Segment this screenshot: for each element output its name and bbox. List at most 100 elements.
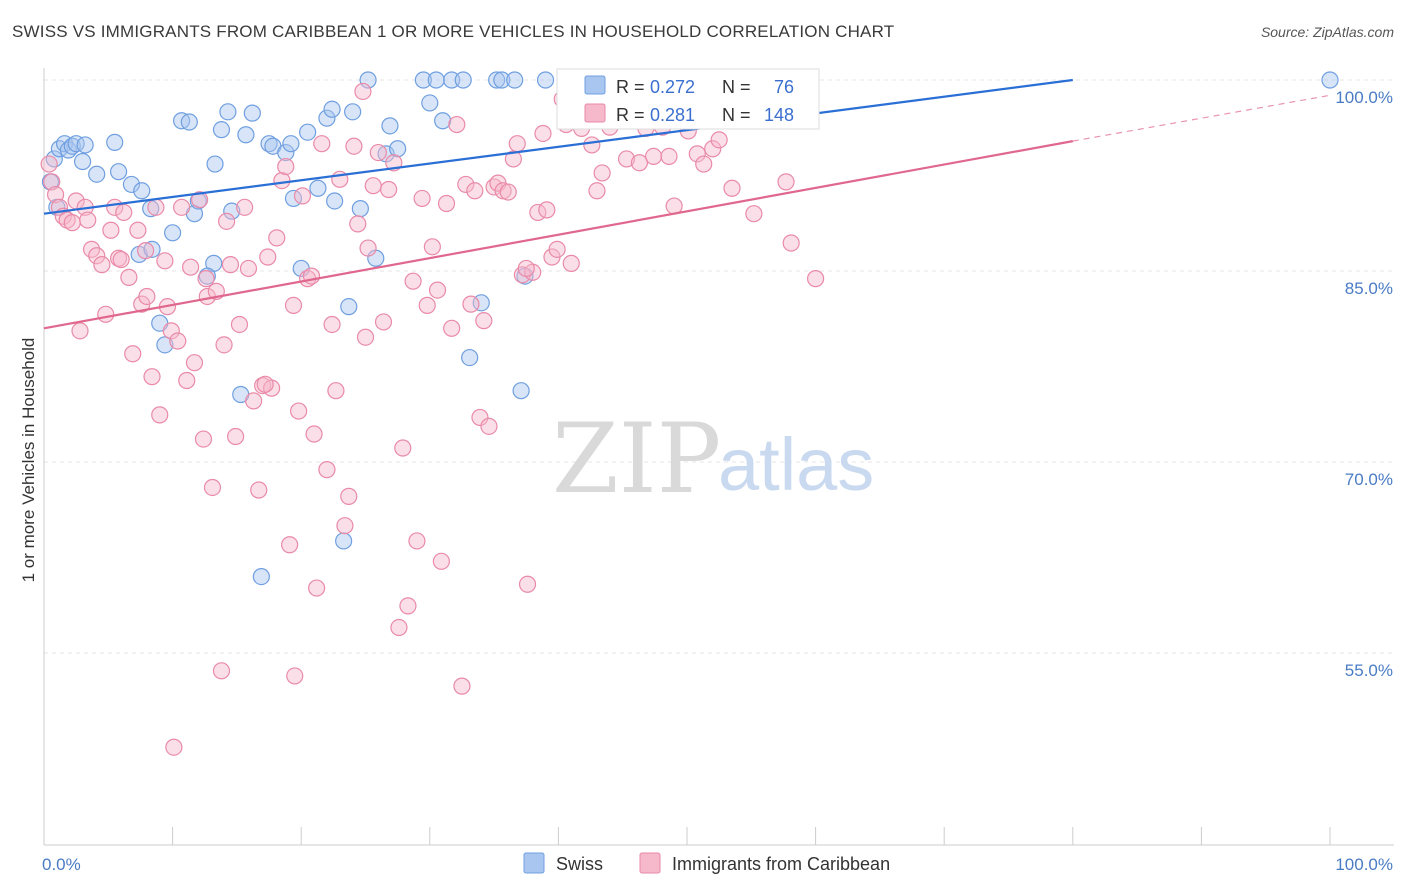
legend-n-value: 148 [764,105,794,125]
data-point [518,575,537,593]
data-point [239,259,258,278]
data-point [327,382,345,400]
data-point [434,112,452,130]
data-point [806,270,825,288]
trend-line [43,78,1073,215]
data-point [318,461,336,479]
data-point [212,121,231,139]
watermark-zip-text: ZIP [552,403,721,515]
legend: R = 0.272 N = 76 R = 0.281 N = 148 [556,68,820,130]
data-point [120,268,138,286]
legend-r-value: 0.272 [650,77,695,97]
data-point [169,332,187,350]
data-point [97,305,115,323]
data-point [710,131,728,149]
series-caribbean [40,71,825,756]
data-point [282,135,300,153]
data-point [499,183,517,201]
y-tick-label: 100.0% [1335,88,1393,107]
data-point [165,738,183,756]
data-point [432,552,450,570]
data-point [421,94,439,112]
data-point [593,164,611,182]
data-point [93,256,111,274]
data-point [345,137,363,155]
data-point [695,155,713,173]
data-point [203,478,222,497]
data-point [548,240,566,258]
legend-n-value: 76 [774,77,794,97]
data-point [88,165,106,183]
data-point [508,135,526,153]
data-point [488,71,506,89]
legend-r-label: R = [616,77,645,97]
data-point [457,175,475,194]
data-point [538,201,556,219]
data-point [115,203,133,222]
x-tick-label: 100.0% [1335,855,1393,874]
data-point [178,371,196,390]
data-point [43,173,61,191]
data-point [215,336,233,354]
data-point [461,348,479,367]
data-point [471,408,489,427]
data-point [414,71,432,89]
data-point [308,579,326,597]
chart-title: SWISS VS IMMIGRANTS FROM CARIBBEAN 1 OR … [12,22,895,41]
y-tick-label: 85.0% [1345,279,1393,298]
data-point [212,662,231,680]
data-point [197,270,215,288]
data-point [723,179,741,197]
data-point [138,287,156,306]
watermark-atlas-text: atlas [718,423,874,506]
data-point [143,240,161,258]
data-point [67,135,85,153]
data-point [156,336,174,354]
data-point [223,202,241,220]
bottom-legend: Swiss Immigrants from Caribbean [523,852,890,874]
data-point [273,171,291,190]
data-point [313,135,331,153]
data-point [364,177,382,195]
data-point [305,425,323,443]
data-point [164,224,182,242]
data-point [782,234,800,252]
legend-n-label: N = [722,105,751,125]
y-axis-title: 1 or more Vehicles in Household [19,338,38,583]
data-point [221,256,240,274]
data-point [156,252,174,270]
legend-swatch-swiss [584,75,606,95]
trend-line [43,140,1073,330]
data-point [79,211,97,229]
data-point [318,109,336,127]
data-point [423,238,441,256]
bottom-legend-swatch-caribbean [639,852,661,874]
data-point [112,250,130,269]
data-point [73,152,92,171]
data-point [349,215,367,233]
legend-r-value: 0.281 [650,105,695,125]
data-point [630,154,649,172]
data-point [517,259,535,278]
data-point [151,406,169,424]
data-point [428,281,447,299]
data-point [230,315,249,334]
data-point [704,140,722,158]
legend-row-caribbean: R = 0.281 N = 148 [584,103,794,125]
data-point [323,315,341,334]
data-point [437,194,456,213]
data-point [418,296,436,314]
data-point [688,145,706,163]
data-point [227,427,245,446]
data-point [259,248,277,266]
data-point [351,200,369,218]
legend-r-label: R = [616,105,645,125]
data-point [219,103,237,121]
data-point [143,368,161,386]
data-point [336,517,354,535]
data-point [136,242,155,260]
data-point [534,124,552,143]
data-point [250,481,268,499]
x-tick-label: 0.0% [42,855,81,874]
data-point [45,150,63,168]
